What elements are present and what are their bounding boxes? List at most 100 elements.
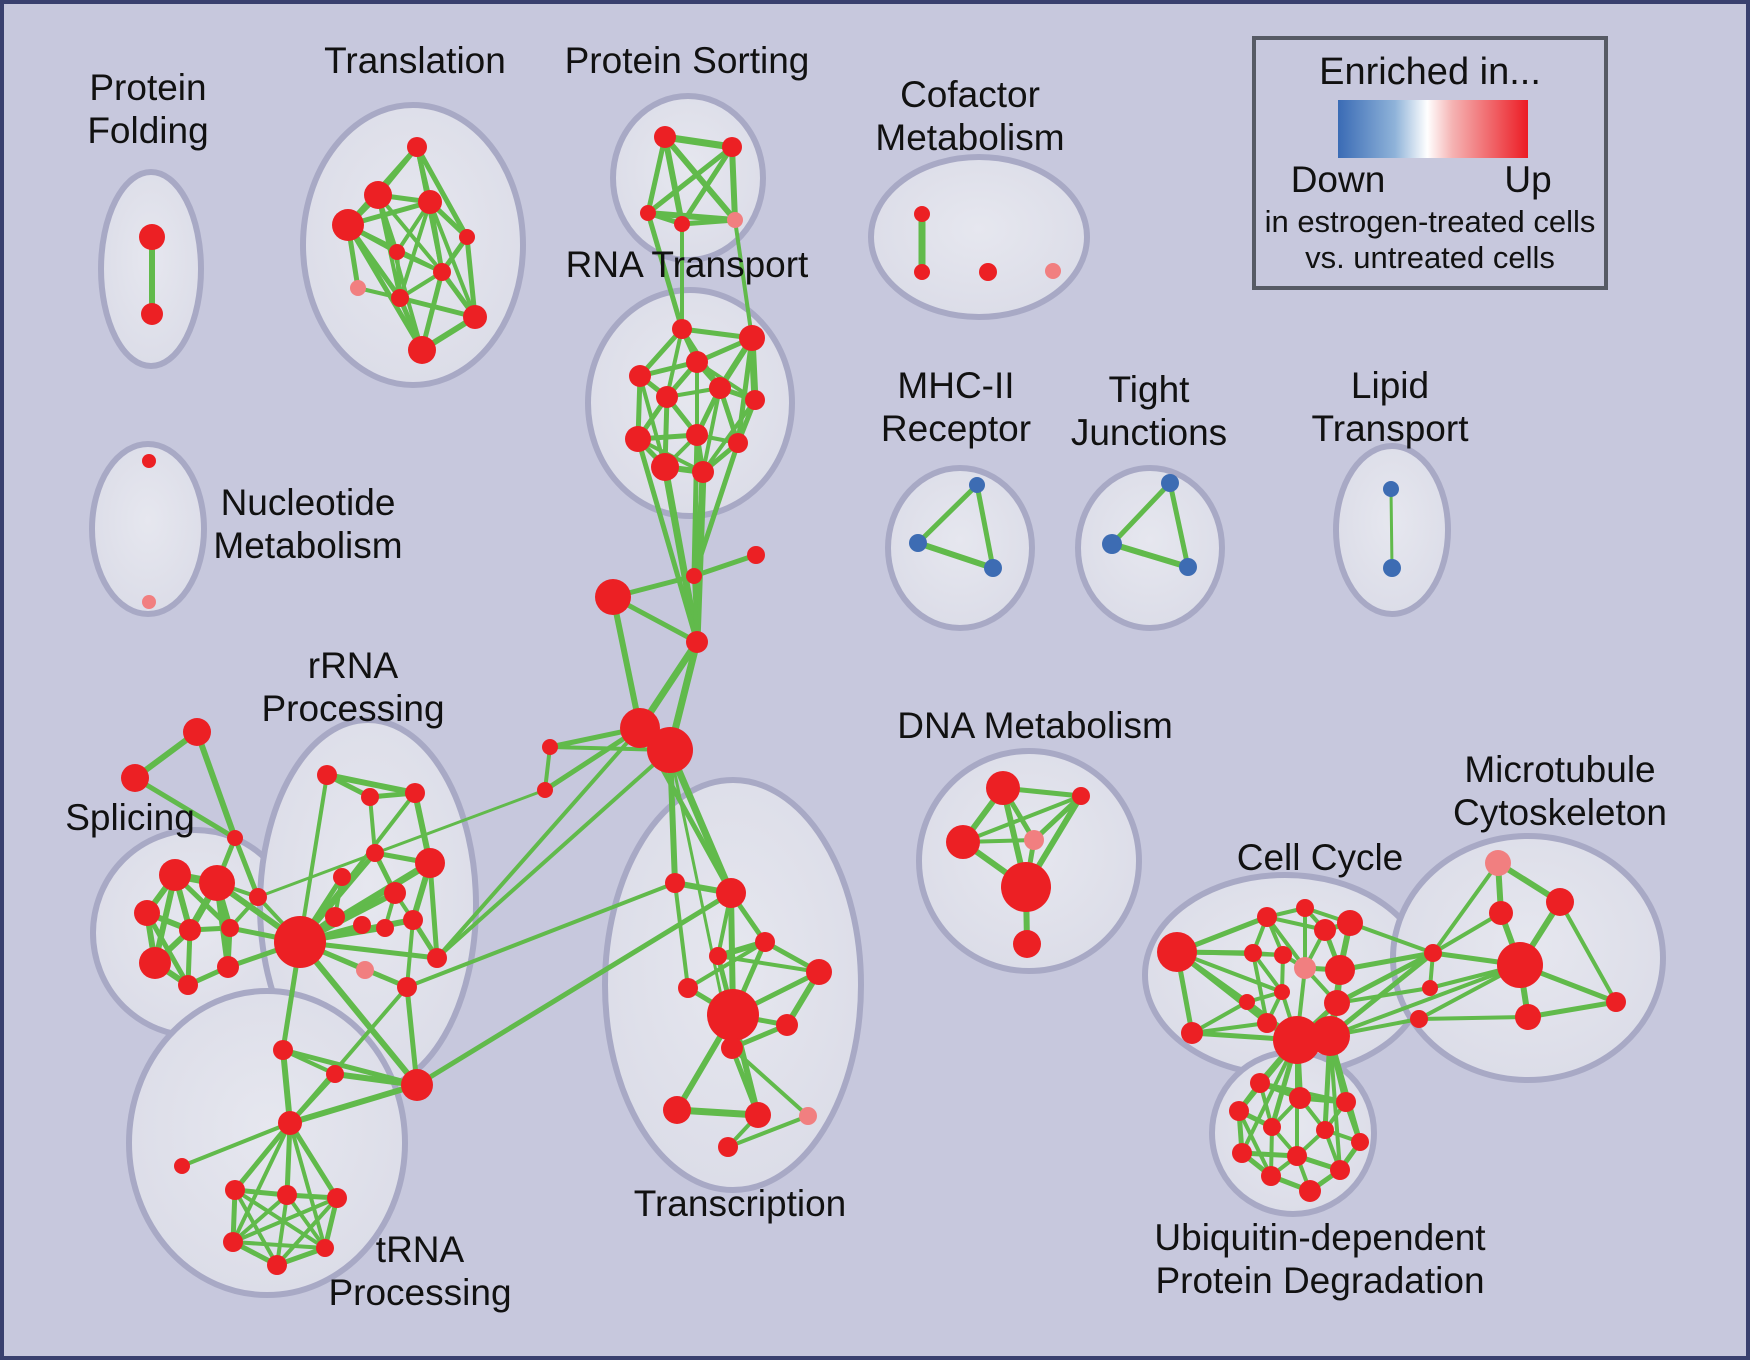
network-node-u3 [1229, 1101, 1249, 1121]
network-node-p2 [640, 205, 656, 221]
network-edge [1334, 950, 1436, 1006]
network-edge [435, 748, 672, 960]
legend-caption-line2: vs. untreated cells [1305, 240, 1555, 275]
network-edge [1237, 1109, 1273, 1178]
network-node-e2 [1257, 907, 1277, 927]
network-node-rr3 [366, 844, 384, 862]
network-edge [735, 335, 755, 446]
network-edge [701, 386, 722, 474]
network-edge [275, 1193, 289, 1267]
network-node-t7 [350, 280, 366, 296]
network-node-u9 [1330, 1160, 1350, 1180]
network-node-mt0 [1485, 850, 1511, 876]
network-node-s2 [134, 900, 160, 926]
network-node-c3 [1045, 263, 1061, 279]
network-edge [194, 729, 238, 841]
network-edge [285, 1193, 327, 1250]
network-node-tc0 [665, 873, 685, 893]
cluster-ellipse-rna-transport [585, 287, 795, 519]
network-node-h0 [620, 708, 660, 748]
network-node-u1 [1289, 1087, 1311, 1109]
cluster-label-nucleotide-metabolism: Nucleotide [221, 482, 396, 523]
network-node-u7 [1232, 1143, 1252, 1163]
network-node-h1 [647, 727, 693, 773]
network-node-s8 [249, 888, 267, 906]
network-node-c1 [914, 264, 930, 280]
network-node-u6 [1351, 1133, 1369, 1151]
network-node-rr12 [427, 948, 447, 968]
network-node-x1 [121, 764, 149, 792]
network-node-u2 [1336, 1092, 1356, 1112]
cluster-label-tight-junctions: Junctions [1071, 412, 1227, 453]
network-node-r7 [686, 424, 708, 446]
network-node-pf0 [139, 224, 165, 250]
network-node-c2 [979, 263, 997, 281]
cluster-label-ubiquitin-degradation: Protein Degradation [1155, 1260, 1484, 1301]
network-edge [1328, 1034, 1342, 1172]
network-edge [1328, 963, 1522, 1038]
network-node-d0 [986, 771, 1020, 805]
network-edge [915, 482, 980, 546]
network-node-rr2 [405, 783, 425, 803]
network-edge [284, 1120, 293, 1198]
cluster-label-mhc-ii-receptor: Receptor [881, 408, 1031, 449]
network-node-t4 [459, 229, 475, 245]
network-node-j1 [747, 546, 765, 564]
network-node-mt5 [1515, 1004, 1541, 1030]
network-node-u5 [1316, 1121, 1334, 1139]
network-edge [287, 1120, 340, 1201]
network-edge [231, 1193, 289, 1244]
network-node-r11 [692, 461, 714, 483]
network-node-rr15 [326, 1065, 344, 1083]
network-edge [645, 144, 735, 216]
cluster-label-cofactor-metabolism: Cofactor [900, 74, 1040, 115]
network-node-mt2 [1489, 901, 1513, 925]
network-node-rr11 [356, 961, 374, 979]
network-edge [686, 940, 767, 990]
network-node-m2 [984, 559, 1002, 577]
network-node-q0 [174, 1158, 190, 1174]
network-edge [231, 1121, 292, 1244]
network-node-r6 [745, 390, 765, 410]
cluster-ellipse-nucleotide-metabolism [89, 441, 207, 617]
network-node-rr4 [333, 868, 351, 886]
network-edge [662, 134, 738, 223]
network-node-g1 [1422, 980, 1438, 996]
network-edge [691, 552, 759, 579]
cluster-label-lipid-transport: Lipid [1351, 365, 1429, 406]
network-edge [661, 133, 736, 151]
network-edge [1389, 487, 1394, 570]
network-node-tc3 [709, 947, 727, 965]
network-node-p0 [654, 126, 676, 148]
network-node-s3 [179, 919, 201, 941]
network-edge [974, 482, 996, 571]
network-edge [435, 726, 642, 960]
network-node-e5 [1337, 910, 1363, 936]
network-edge [287, 1082, 420, 1126]
network-edge [726, 1114, 810, 1149]
network-edge [414, 144, 470, 240]
cluster-label-cofactor-metabolism: Metabolism [875, 117, 1064, 158]
network-node-p4 [727, 212, 743, 228]
network-edge [679, 144, 735, 227]
network-edge [404, 984, 420, 1088]
network-node-u4 [1263, 1118, 1281, 1136]
network-node-e8 [1294, 957, 1316, 979]
network-node-e10 [1239, 994, 1255, 1010]
nodes-layer [121, 126, 1626, 1275]
network-edge [256, 788, 547, 899]
network-node-t0 [407, 137, 427, 157]
cluster-label-lipid-transport: Transport [1312, 408, 1470, 449]
network-node-d3 [1024, 830, 1044, 850]
network-node-t6 [433, 263, 451, 281]
network-node-r5 [709, 377, 731, 399]
network-node-e1 [1181, 1022, 1203, 1044]
network-node-M0 [1497, 942, 1543, 988]
network-node-x0 [183, 718, 211, 746]
network-node-rr14 [273, 1040, 293, 1060]
cluster-label-dna-metabolism: DNA Metabolism [897, 705, 1173, 746]
network-node-tj0 [1161, 474, 1179, 492]
cluster-label-microtubule-cytoskeleton: Microtubule [1464, 749, 1655, 790]
